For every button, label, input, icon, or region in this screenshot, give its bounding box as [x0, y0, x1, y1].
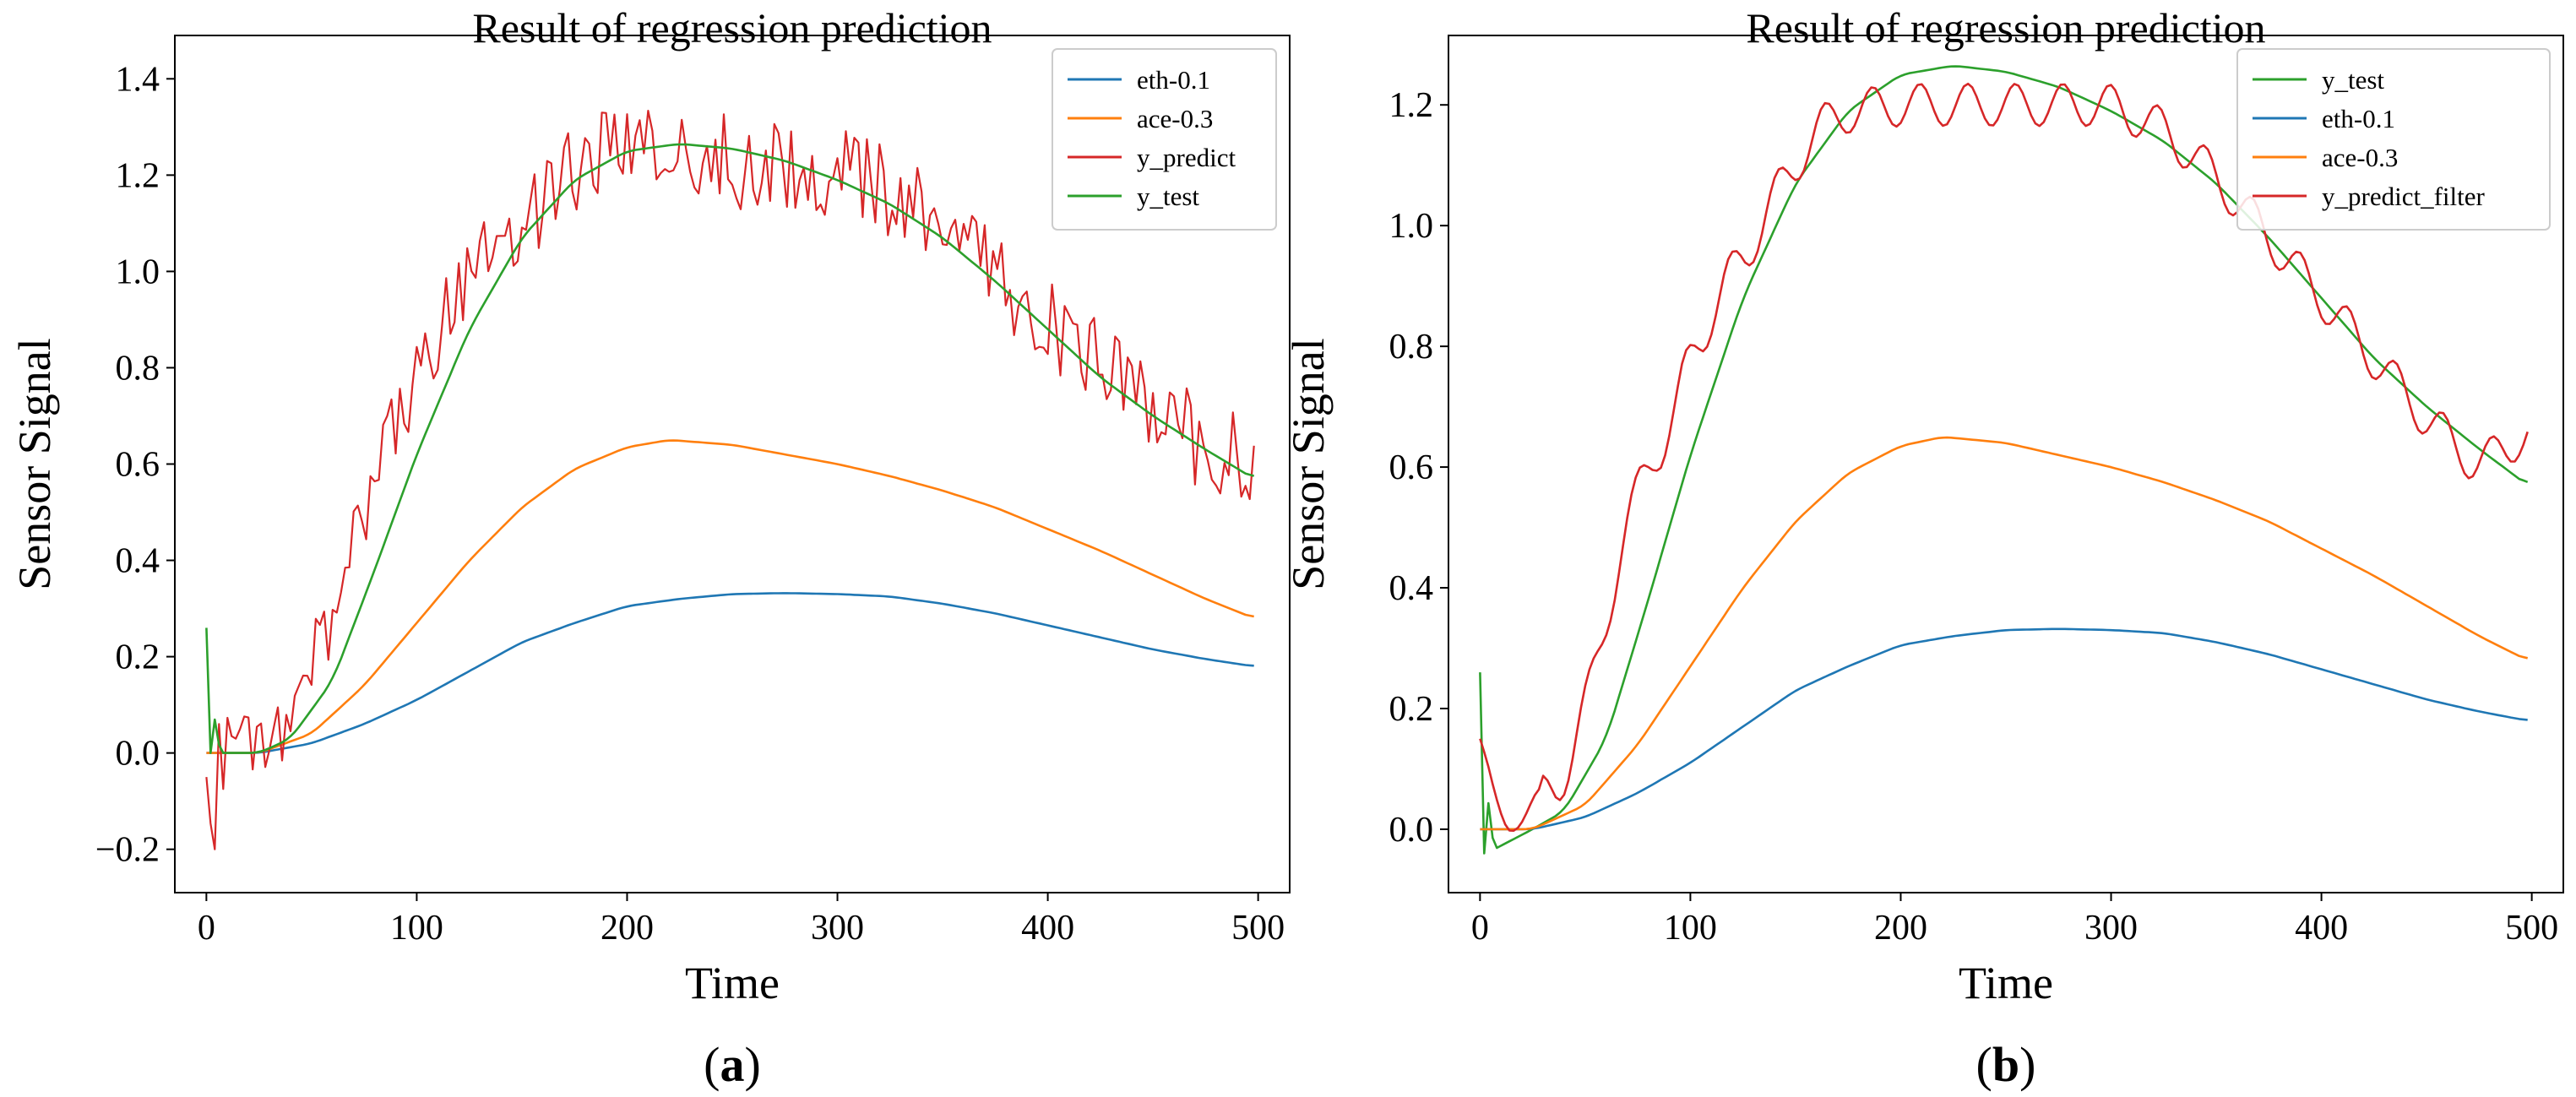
- panel-label-letter: b: [1992, 1037, 2019, 1092]
- series-line-y_test: [205, 143, 1255, 754]
- y-tick-label: 0.6: [116, 446, 160, 485]
- legend: y_test eth-0.1 ace-0.3 y_predict_filter: [2236, 48, 2551, 231]
- x-tick-label: 400: [2295, 909, 2348, 948]
- x-tick-label: 100: [1664, 909, 1717, 948]
- y-tick-label: 0.4: [1389, 569, 1434, 608]
- x-axis-label: Time: [685, 958, 780, 1008]
- panel-label-close: ): [2019, 1037, 2035, 1092]
- x-tick-label: 300: [2084, 909, 2138, 948]
- series-line-y_test: [1479, 65, 2529, 855]
- panel-label-open: (: [1976, 1037, 1992, 1092]
- legend: eth-0.1 ace-0.3 y_predict y_test: [1052, 48, 1277, 231]
- series-line-eth-0.1: [206, 592, 1254, 754]
- x-tick-label: 200: [601, 909, 654, 948]
- legend-entry: ace-0.3: [2322, 143, 2398, 172]
- series-line-y_predict_filter: [1479, 82, 2529, 832]
- series-line-ace-0.3: [1480, 436, 2529, 831]
- x-tick-label: 400: [1021, 909, 1074, 948]
- y-tick-label: 0.0: [116, 735, 160, 774]
- x-tick-label: 500: [1231, 909, 1285, 948]
- chart-title: Result of regression prediction: [1746, 4, 2265, 52]
- legend-box: [2236, 48, 2551, 231]
- x-axis-label: Time: [1959, 958, 2053, 1008]
- x-tick-label: 300: [811, 909, 864, 948]
- y-axis-label: Sensor Signal: [1283, 338, 1334, 590]
- x-tick-label: 100: [390, 909, 443, 948]
- y-tick-label: 0.0: [1389, 811, 1434, 850]
- y-tick-label: 1.4: [116, 60, 160, 99]
- x-tick-label: 200: [1874, 909, 1927, 948]
- chart-panel-b: Result of regression prediction 0 100 200 30…: [1283, 4, 2564, 1092]
- plot-frame: [1448, 35, 2564, 893]
- y-tick-label: 0.8: [116, 349, 160, 388]
- x-tick-label: 0: [1471, 909, 1489, 948]
- legend-entry: eth-0.1: [1137, 65, 1210, 95]
- panel-label-letter: a: [720, 1037, 745, 1092]
- x-tick-label: 500: [2505, 909, 2558, 948]
- y-axis-label: Sensor Signal: [9, 338, 60, 590]
- chart-panel-a: Result of regression prediction 0 100 200 30…: [9, 4, 1291, 1092]
- series-group: [205, 110, 1255, 850]
- y-tick-label: 0.2: [116, 638, 160, 677]
- y-tick-label: 1.0: [1389, 207, 1434, 246]
- series-line-y_predict: [205, 110, 1255, 850]
- y-tick-label: −0.2: [95, 831, 160, 870]
- y-tick-label: 0.4: [116, 542, 160, 581]
- y-tick-label: 0.2: [1389, 690, 1434, 729]
- panel-label: (b): [1976, 1037, 2036, 1092]
- legend-entry: eth-0.1: [2322, 104, 2395, 133]
- series-line-ace-0.3: [206, 439, 1254, 754]
- legend-entry: y_predict_filter: [2322, 182, 2485, 211]
- panel-label-open: (: [704, 1037, 720, 1092]
- y-tick-label: 1.2: [116, 156, 160, 195]
- y-tick-label: 1.2: [1389, 86, 1434, 125]
- y-tick-label: 0.6: [1389, 448, 1434, 487]
- legend-entry: y_test: [1137, 182, 1199, 211]
- y-tick-label: 1.0: [116, 253, 160, 291]
- x-tick-label: 0: [198, 909, 215, 948]
- series-group: [1479, 65, 2529, 855]
- legend-entry: y_predict: [1137, 143, 1236, 172]
- y-tick-label: 0.8: [1389, 328, 1434, 367]
- legend-box: [1052, 48, 1277, 231]
- panel-label: (a): [704, 1037, 761, 1092]
- panel-label-close: ): [745, 1037, 761, 1092]
- legend-entry: y_test: [2322, 65, 2384, 95]
- legend-entry: ace-0.3: [1137, 104, 1213, 133]
- series-line-eth-0.1: [1480, 627, 2528, 831]
- chart-title: Result of regression prediction: [472, 4, 992, 52]
